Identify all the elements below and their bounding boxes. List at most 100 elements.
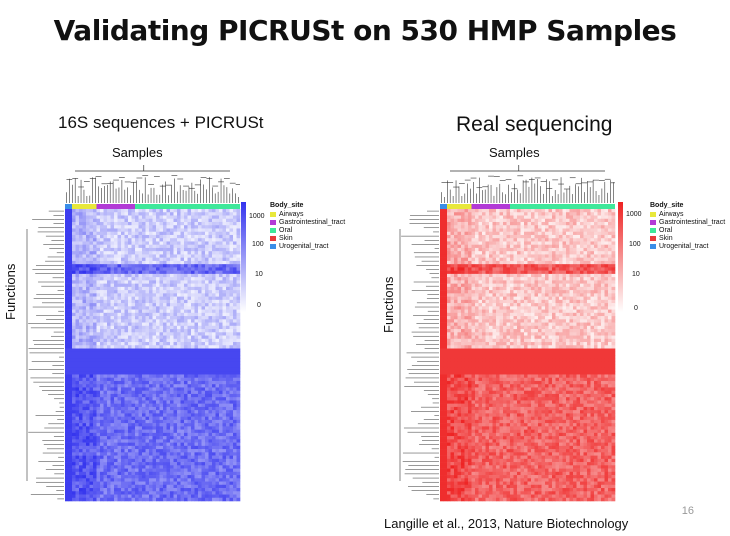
heatmap-cell (201, 316, 206, 320)
heatmap-cell (135, 351, 139, 356)
heatmap-cell (65, 228, 69, 233)
heatmap-cell (86, 432, 90, 437)
heatmap-cell (100, 325, 104, 330)
heatmap-cell (117, 462, 122, 466)
heatmap-cell (65, 306, 69, 310)
heatmap-cell (152, 393, 157, 398)
heatmap-cell (177, 484, 181, 489)
heatmap-cell (138, 475, 143, 479)
heatmap-cell (114, 384, 118, 388)
heatmap-cell (75, 384, 80, 388)
heatmap-cell (138, 322, 143, 327)
heatmap-cell (219, 397, 223, 401)
heatmap-cell (194, 468, 199, 473)
heatmap-cell (72, 491, 76, 495)
heatmap-cell (145, 484, 150, 489)
heatmap-cell (166, 293, 171, 297)
heatmap-cell (163, 416, 167, 421)
heatmap-cell (96, 445, 101, 450)
heatmap-cell (65, 367, 69, 372)
heatmap-cell (201, 238, 206, 242)
heatmap-cell (222, 244, 227, 249)
heatmap-cell (86, 436, 90, 440)
heatmap-cell (128, 212, 132, 216)
heatmap-cell (131, 293, 136, 297)
heatmap-cell (121, 393, 125, 398)
heatmap-cell (75, 367, 80, 372)
heatmap-cell (100, 413, 104, 417)
heatmap-cell (236, 426, 241, 430)
heatmap-cell (121, 270, 125, 275)
heatmap-cell (194, 380, 199, 385)
heatmap-cell (187, 462, 192, 466)
heatmap-cell (170, 254, 174, 258)
heatmap-cell (229, 455, 234, 460)
heatmap-cell (149, 277, 153, 281)
heatmap-cell (233, 374, 237, 379)
heatmap-cell (114, 361, 118, 366)
heatmap-cell (145, 416, 150, 421)
heatmap-cell (173, 260, 178, 265)
heatmap-cell (173, 403, 178, 408)
heatmap-cell (208, 374, 213, 379)
heatmap-cell (233, 280, 237, 284)
heatmap-cell (89, 397, 94, 401)
heatmap-cell (114, 458, 118, 463)
heatmap-cell (226, 491, 230, 495)
heatmap-cell (187, 416, 192, 421)
heatmap-cell (103, 234, 108, 239)
heatmap-cell (166, 468, 171, 473)
heatmap-cell (86, 332, 90, 336)
heatmap-cell (93, 449, 97, 453)
heatmap-cell (194, 494, 199, 499)
heatmap-cell (205, 397, 209, 401)
heatmap-cell (180, 351, 185, 356)
heatmap-cell (198, 413, 202, 417)
heatmap-cell (163, 452, 167, 456)
heatmap-cell (131, 452, 136, 456)
heatmap-cell (173, 455, 178, 460)
heatmap-cell (72, 299, 76, 304)
heatmap-cell (117, 316, 122, 320)
heatmap-cell (135, 319, 139, 323)
heatmap-cell (82, 497, 87, 502)
heatmap-cell (100, 212, 104, 216)
heatmap-cell (107, 358, 111, 362)
heatmap-cell (184, 299, 188, 304)
heatmap-cell (65, 384, 69, 388)
heatmap-cell (159, 393, 164, 398)
heatmap-cell (201, 374, 206, 379)
heatmap-cell (65, 293, 69, 297)
heatmap-cell (226, 406, 230, 411)
heatmap-cell (177, 329, 181, 333)
heatmap-cell (229, 338, 234, 343)
heatmap-cell (538, 209, 542, 213)
heatmap-cell (180, 342, 185, 346)
heatmap-cell (205, 332, 209, 336)
heatmap-cell (103, 309, 108, 314)
heatmap-cell (96, 367, 101, 372)
heatmap-cell (96, 280, 101, 284)
heatmap-cell (215, 361, 220, 366)
heatmap-cell (96, 316, 101, 320)
heatmap-cell (86, 257, 90, 262)
heatmap-cell (215, 215, 220, 220)
heatmap-cell (114, 419, 118, 424)
heatmap-cell (72, 468, 76, 473)
heatmap-cell (145, 234, 150, 239)
heatmap-cell (166, 251, 171, 255)
heatmap-cell (75, 410, 80, 414)
heatmap-cell (215, 468, 220, 473)
heatmap-cell (121, 319, 125, 323)
heatmap-cell (93, 410, 97, 414)
heatmap-cell (180, 212, 185, 216)
heatmap-cell (163, 267, 167, 271)
heatmap-cell (177, 234, 181, 239)
heatmap-cell (163, 367, 167, 372)
heatmap-cell (100, 367, 104, 372)
heatmap-cell (82, 403, 87, 408)
heatmap-cell (86, 238, 90, 242)
heatmap-cell (219, 367, 223, 372)
heatmap-cell (173, 416, 178, 421)
heatmap-cell (110, 478, 115, 482)
